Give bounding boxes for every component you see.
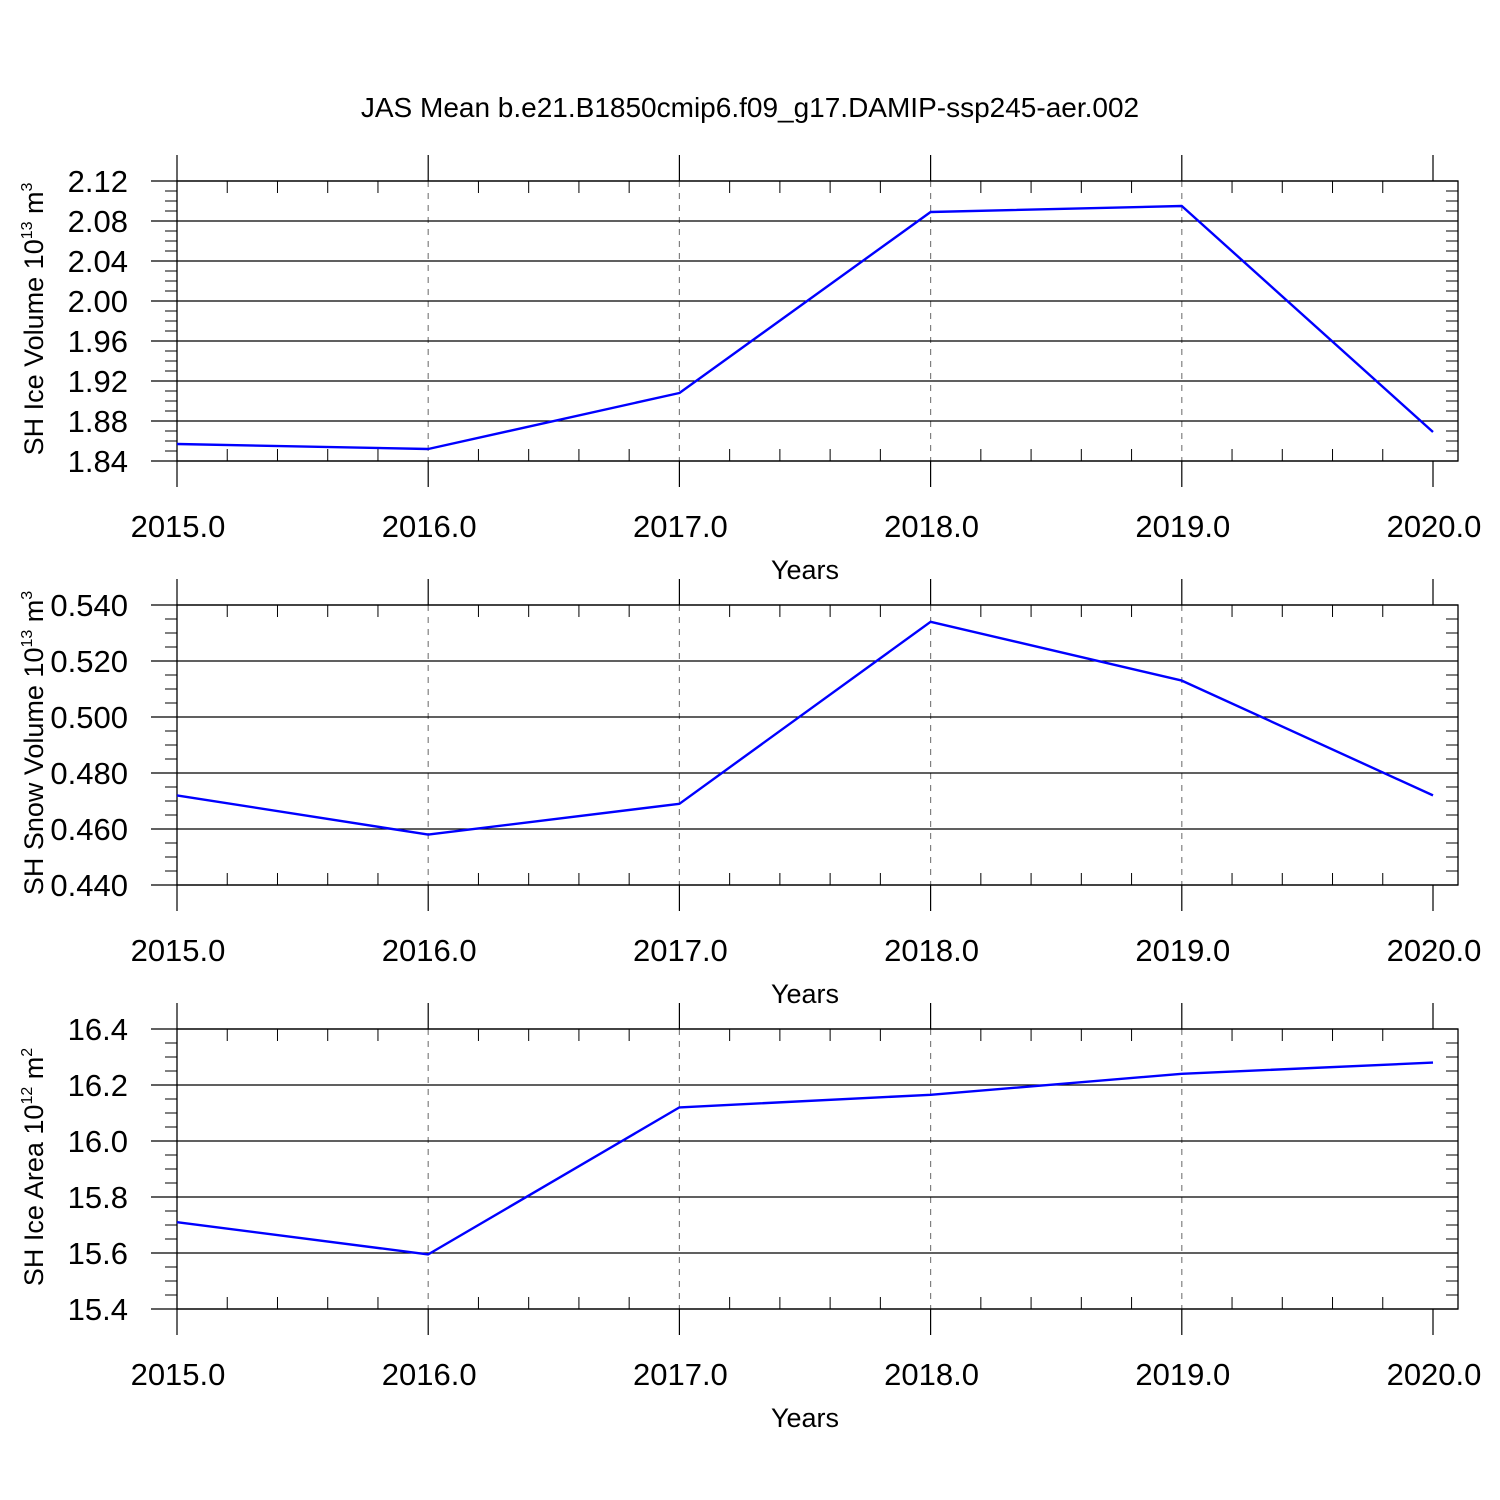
- y-label-unit: m: [19, 600, 49, 630]
- x-tick-label: 2016.0: [382, 509, 477, 544]
- y-tick-label: 16.2: [68, 1068, 128, 1103]
- y-label-unit-exponent: 3: [19, 591, 36, 600]
- y-axis-label: SH Ice Area 1012 m2: [19, 1048, 49, 1286]
- y-label-unit: m: [19, 191, 49, 221]
- x-tick-label: 2016.0: [382, 1357, 477, 1392]
- series-line: [176, 620, 1434, 836]
- y-tick-label: 1.84: [68, 444, 128, 479]
- plot-frame: [176, 180, 1459, 462]
- chart-panel-3: 15.4 15.6 15.8 16.0 16.2 16.4 2015.0 2016.0 2017…: [19, 1003, 1481, 1433]
- x-tick-label: 2020.0: [1387, 933, 1482, 968]
- figure-title: JAS Mean b.e21.B1850cmip6.f09_g17.DAMIP-…: [361, 92, 1139, 123]
- x-tick-label: 2019.0: [1135, 1357, 1230, 1392]
- y-tick-label: 0.520: [50, 644, 128, 679]
- y-tick-label: 2.08: [68, 204, 128, 239]
- x-tick-label: 2019.0: [1135, 509, 1230, 544]
- x-tick-label: 2015.0: [131, 509, 226, 544]
- y-tick-label: 0.540: [50, 588, 128, 623]
- y-tick-label: 1.96: [68, 324, 128, 359]
- y-tick-label: 2.12: [68, 164, 128, 199]
- x-tick-label: 2018.0: [884, 933, 979, 968]
- y-label-exponent: 13: [19, 221, 36, 239]
- x-tick-label: 2016.0: [382, 933, 477, 968]
- x-axis-label: Years: [771, 979, 839, 1009]
- x-axis-label: Years: [771, 555, 839, 585]
- chart-panel-2: 0.440 0.460 0.480 0.500 0.520 0.540 2015.0 2016…: [19, 579, 1481, 1009]
- y-label-unit-exponent: 3: [19, 182, 36, 191]
- x-tick-label: 2017.0: [633, 509, 728, 544]
- y-tick-label: 1.88: [68, 404, 128, 439]
- y-label-text: SH Ice Area 10: [19, 1105, 49, 1287]
- y-tick-label: 2.00: [68, 284, 128, 319]
- y-label-exponent: 12: [19, 1087, 36, 1105]
- x-tick-label: 2015.0: [131, 933, 226, 968]
- x-tick-label: 2017.0: [633, 933, 728, 968]
- x-tick-label: 2015.0: [131, 1357, 226, 1392]
- y-label-text: SH Snow Volume 10: [19, 648, 49, 896]
- y-tick-label: 16.0: [68, 1124, 128, 1159]
- x-tick-label: 2018.0: [884, 509, 979, 544]
- x-axis-label: Years: [771, 1403, 839, 1433]
- y-label-unit-exponent: 2: [19, 1048, 36, 1057]
- y-tick-label: 15.6: [68, 1236, 128, 1271]
- y-tick-label: 15.4: [68, 1292, 128, 1327]
- x-tick-label: 2019.0: [1135, 933, 1230, 968]
- y-label-exponent: 13: [19, 630, 36, 648]
- x-tick-label: 2017.0: [633, 1357, 728, 1392]
- y-tick-label: 16.4: [68, 1012, 128, 1047]
- y-tick-label: 0.480: [50, 756, 128, 791]
- series-line: [176, 204, 1434, 451]
- y-tick-label: 1.92: [68, 364, 128, 399]
- plot-frame: [176, 604, 1459, 886]
- y-label-unit: m: [19, 1057, 49, 1087]
- y-tick-label: 0.460: [50, 812, 128, 847]
- x-tick-label: 2020.0: [1387, 1357, 1482, 1392]
- y-axis-label: SH Ice Volume 1013 m3: [19, 182, 49, 455]
- y-axis-label: SH Snow Volume 1013 m3: [19, 591, 49, 895]
- y-tick-label: 2.04: [68, 244, 128, 279]
- y-tick-label: 15.8: [68, 1180, 128, 1215]
- series-line: [176, 1061, 1434, 1256]
- x-tick-label: 2018.0: [884, 1357, 979, 1392]
- y-label-text: SH Ice Volume 10: [19, 239, 49, 455]
- chart-panel-1: 1.84 1.88 1.92 1.96 2.00 2.04 2.08 2.12 2015.0 20…: [19, 155, 1481, 585]
- x-tick-label: 2020.0: [1387, 509, 1482, 544]
- y-tick-label: 0.440: [50, 868, 128, 903]
- y-tick-label: 0.500: [50, 700, 128, 735]
